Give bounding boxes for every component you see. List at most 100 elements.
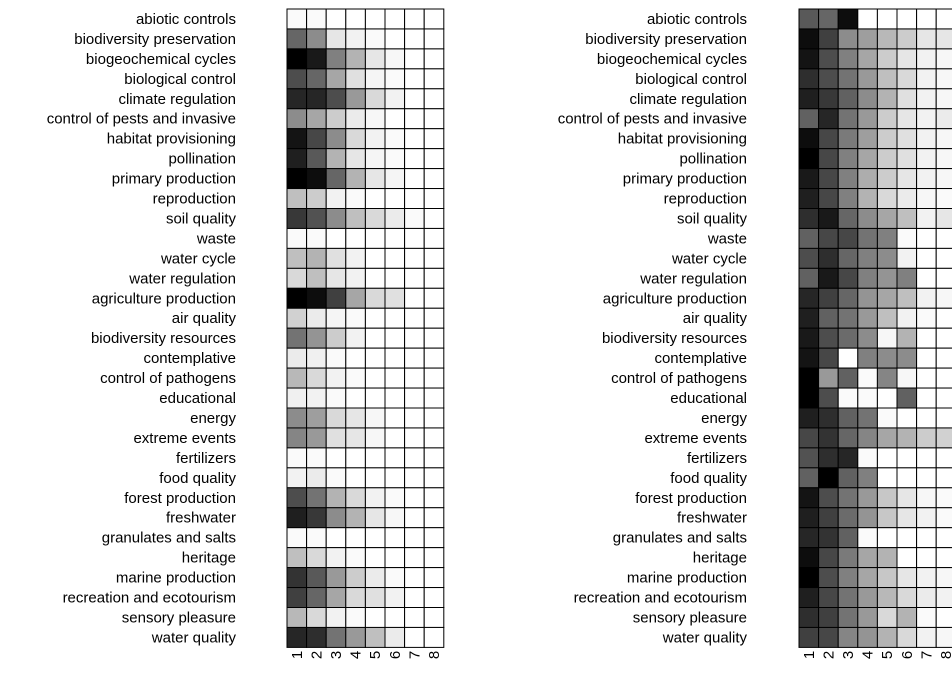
heatmap-cell bbox=[345, 587, 366, 608]
heatmap-cell bbox=[325, 88, 347, 110]
heatmap-cell bbox=[404, 168, 425, 190]
heatmap-cell bbox=[935, 287, 952, 309]
heatmap-cell bbox=[876, 208, 898, 229]
row-label: soil quality bbox=[166, 210, 237, 227]
heatmap-cell bbox=[876, 88, 898, 110]
heatmap-cell bbox=[423, 347, 445, 369]
heatmap-cell bbox=[345, 467, 366, 489]
heatmap-cell bbox=[798, 128, 820, 150]
row-label: food quality bbox=[159, 470, 236, 487]
heatmap-cell bbox=[286, 208, 308, 229]
heatmap-cell bbox=[423, 407, 445, 429]
heatmap-cell bbox=[384, 108, 406, 130]
heatmap-cell bbox=[837, 587, 859, 608]
heatmap-cell bbox=[818, 267, 839, 289]
heatmap-cell bbox=[306, 267, 327, 289]
heatmap-cell bbox=[837, 527, 859, 549]
heatmap-cell bbox=[896, 487, 918, 509]
heatmap-cell bbox=[306, 507, 327, 529]
heatmap-cell bbox=[306, 407, 327, 429]
heatmap-cell bbox=[857, 48, 878, 70]
heatmap-cell bbox=[345, 527, 366, 549]
heatmap-cell bbox=[345, 387, 366, 409]
heatmap-cell bbox=[837, 467, 859, 489]
heatmap-cell bbox=[423, 567, 445, 589]
heatmap-cell bbox=[818, 347, 839, 369]
row-label: forest production bbox=[124, 490, 236, 507]
heatmap-cell bbox=[364, 507, 386, 529]
heatmap-cell bbox=[364, 367, 386, 389]
row-label: water regulation bbox=[639, 270, 747, 287]
row-label: water cycle bbox=[671, 250, 747, 267]
column-label: 1 bbox=[801, 651, 818, 659]
heatmap-cell bbox=[876, 307, 898, 329]
heatmap-cell bbox=[345, 407, 366, 429]
heatmap-cell bbox=[306, 108, 327, 130]
row-label: water quality bbox=[151, 629, 237, 646]
heatmap-cell bbox=[798, 247, 820, 269]
heatmap-cell bbox=[857, 68, 878, 90]
heatmap-cell bbox=[364, 527, 386, 549]
column-label: 3 bbox=[840, 651, 857, 659]
column-label: 8 bbox=[938, 651, 952, 659]
heatmap-cell bbox=[345, 247, 366, 269]
heatmap-cell bbox=[857, 8, 878, 30]
row-label: agriculture production bbox=[603, 290, 747, 307]
heatmap-cell bbox=[818, 467, 839, 489]
heatmap-cell bbox=[325, 547, 347, 569]
row-label: granulates and salts bbox=[102, 530, 236, 547]
heatmap-cell bbox=[423, 68, 445, 90]
heatmap-cell bbox=[857, 387, 878, 409]
heatmap-cell bbox=[345, 148, 366, 170]
heatmap-cell bbox=[818, 447, 839, 469]
heatmap-cell bbox=[837, 607, 859, 628]
heatmap-cell bbox=[423, 327, 445, 349]
row-label: granulates and salts bbox=[613, 530, 747, 547]
heatmap-cell bbox=[798, 307, 820, 329]
heatmap-cell bbox=[423, 148, 445, 170]
heatmap-cell bbox=[404, 626, 425, 648]
heatmap-cell bbox=[876, 527, 898, 549]
heatmap-cell bbox=[857, 108, 878, 130]
heatmap-cell bbox=[857, 547, 878, 569]
column-label: 4 bbox=[860, 651, 877, 659]
heatmap-cell bbox=[384, 407, 406, 429]
heatmap-cell bbox=[345, 128, 366, 150]
heatmap-cell bbox=[818, 168, 839, 190]
heatmap-cell bbox=[916, 527, 937, 549]
heatmap-cell bbox=[423, 587, 445, 608]
heatmap-cell bbox=[286, 128, 308, 150]
heatmap-cell bbox=[423, 88, 445, 110]
heatmap-cell bbox=[364, 148, 386, 170]
heatmap-cell bbox=[818, 587, 839, 608]
heatmap-cell bbox=[857, 447, 878, 469]
heatmap-cell bbox=[384, 626, 406, 648]
heatmap-cell bbox=[916, 88, 937, 110]
heatmap-cell bbox=[364, 607, 386, 628]
heatmap-cell bbox=[876, 247, 898, 269]
heatmap-cell bbox=[857, 367, 878, 389]
heatmap-cell bbox=[404, 367, 425, 389]
heatmap-cell bbox=[325, 148, 347, 170]
heatmap-cell bbox=[876, 427, 898, 449]
row-label: biological control bbox=[635, 71, 747, 88]
heatmap-cell bbox=[286, 148, 308, 170]
heatmap-cell bbox=[423, 447, 445, 469]
heatmap-cell bbox=[404, 247, 425, 269]
heatmap-cell bbox=[798, 287, 820, 309]
heatmap-cell bbox=[837, 208, 859, 229]
heatmap-cell bbox=[286, 108, 308, 130]
heatmap-cell bbox=[896, 267, 918, 289]
heatmap-cell bbox=[384, 128, 406, 150]
heatmap-cell bbox=[345, 547, 366, 569]
heatmap-cell bbox=[935, 567, 952, 589]
heatmap-cell bbox=[916, 587, 937, 608]
heatmap-cell bbox=[306, 208, 327, 229]
heatmap-cell bbox=[345, 188, 366, 210]
heatmap-cell bbox=[916, 188, 937, 210]
heatmap-cell bbox=[423, 168, 445, 190]
heatmap-cell bbox=[364, 287, 386, 309]
column-label: 2 bbox=[820, 651, 837, 659]
heatmap-cell bbox=[325, 567, 347, 589]
heatmap-cell bbox=[818, 387, 839, 409]
